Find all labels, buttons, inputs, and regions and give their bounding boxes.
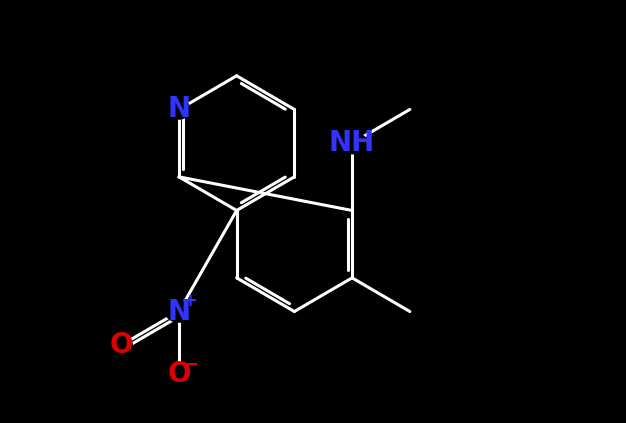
- Text: O: O: [110, 331, 133, 359]
- Text: N: N: [167, 297, 190, 326]
- Ellipse shape: [165, 301, 192, 322]
- Ellipse shape: [110, 335, 132, 355]
- Text: +: +: [182, 292, 197, 310]
- Text: O: O: [167, 360, 191, 388]
- Text: N: N: [167, 96, 190, 124]
- Ellipse shape: [337, 132, 367, 154]
- Ellipse shape: [168, 100, 190, 119]
- Text: NH: NH: [329, 129, 375, 157]
- Text: −: −: [183, 357, 198, 374]
- Ellipse shape: [165, 363, 193, 385]
